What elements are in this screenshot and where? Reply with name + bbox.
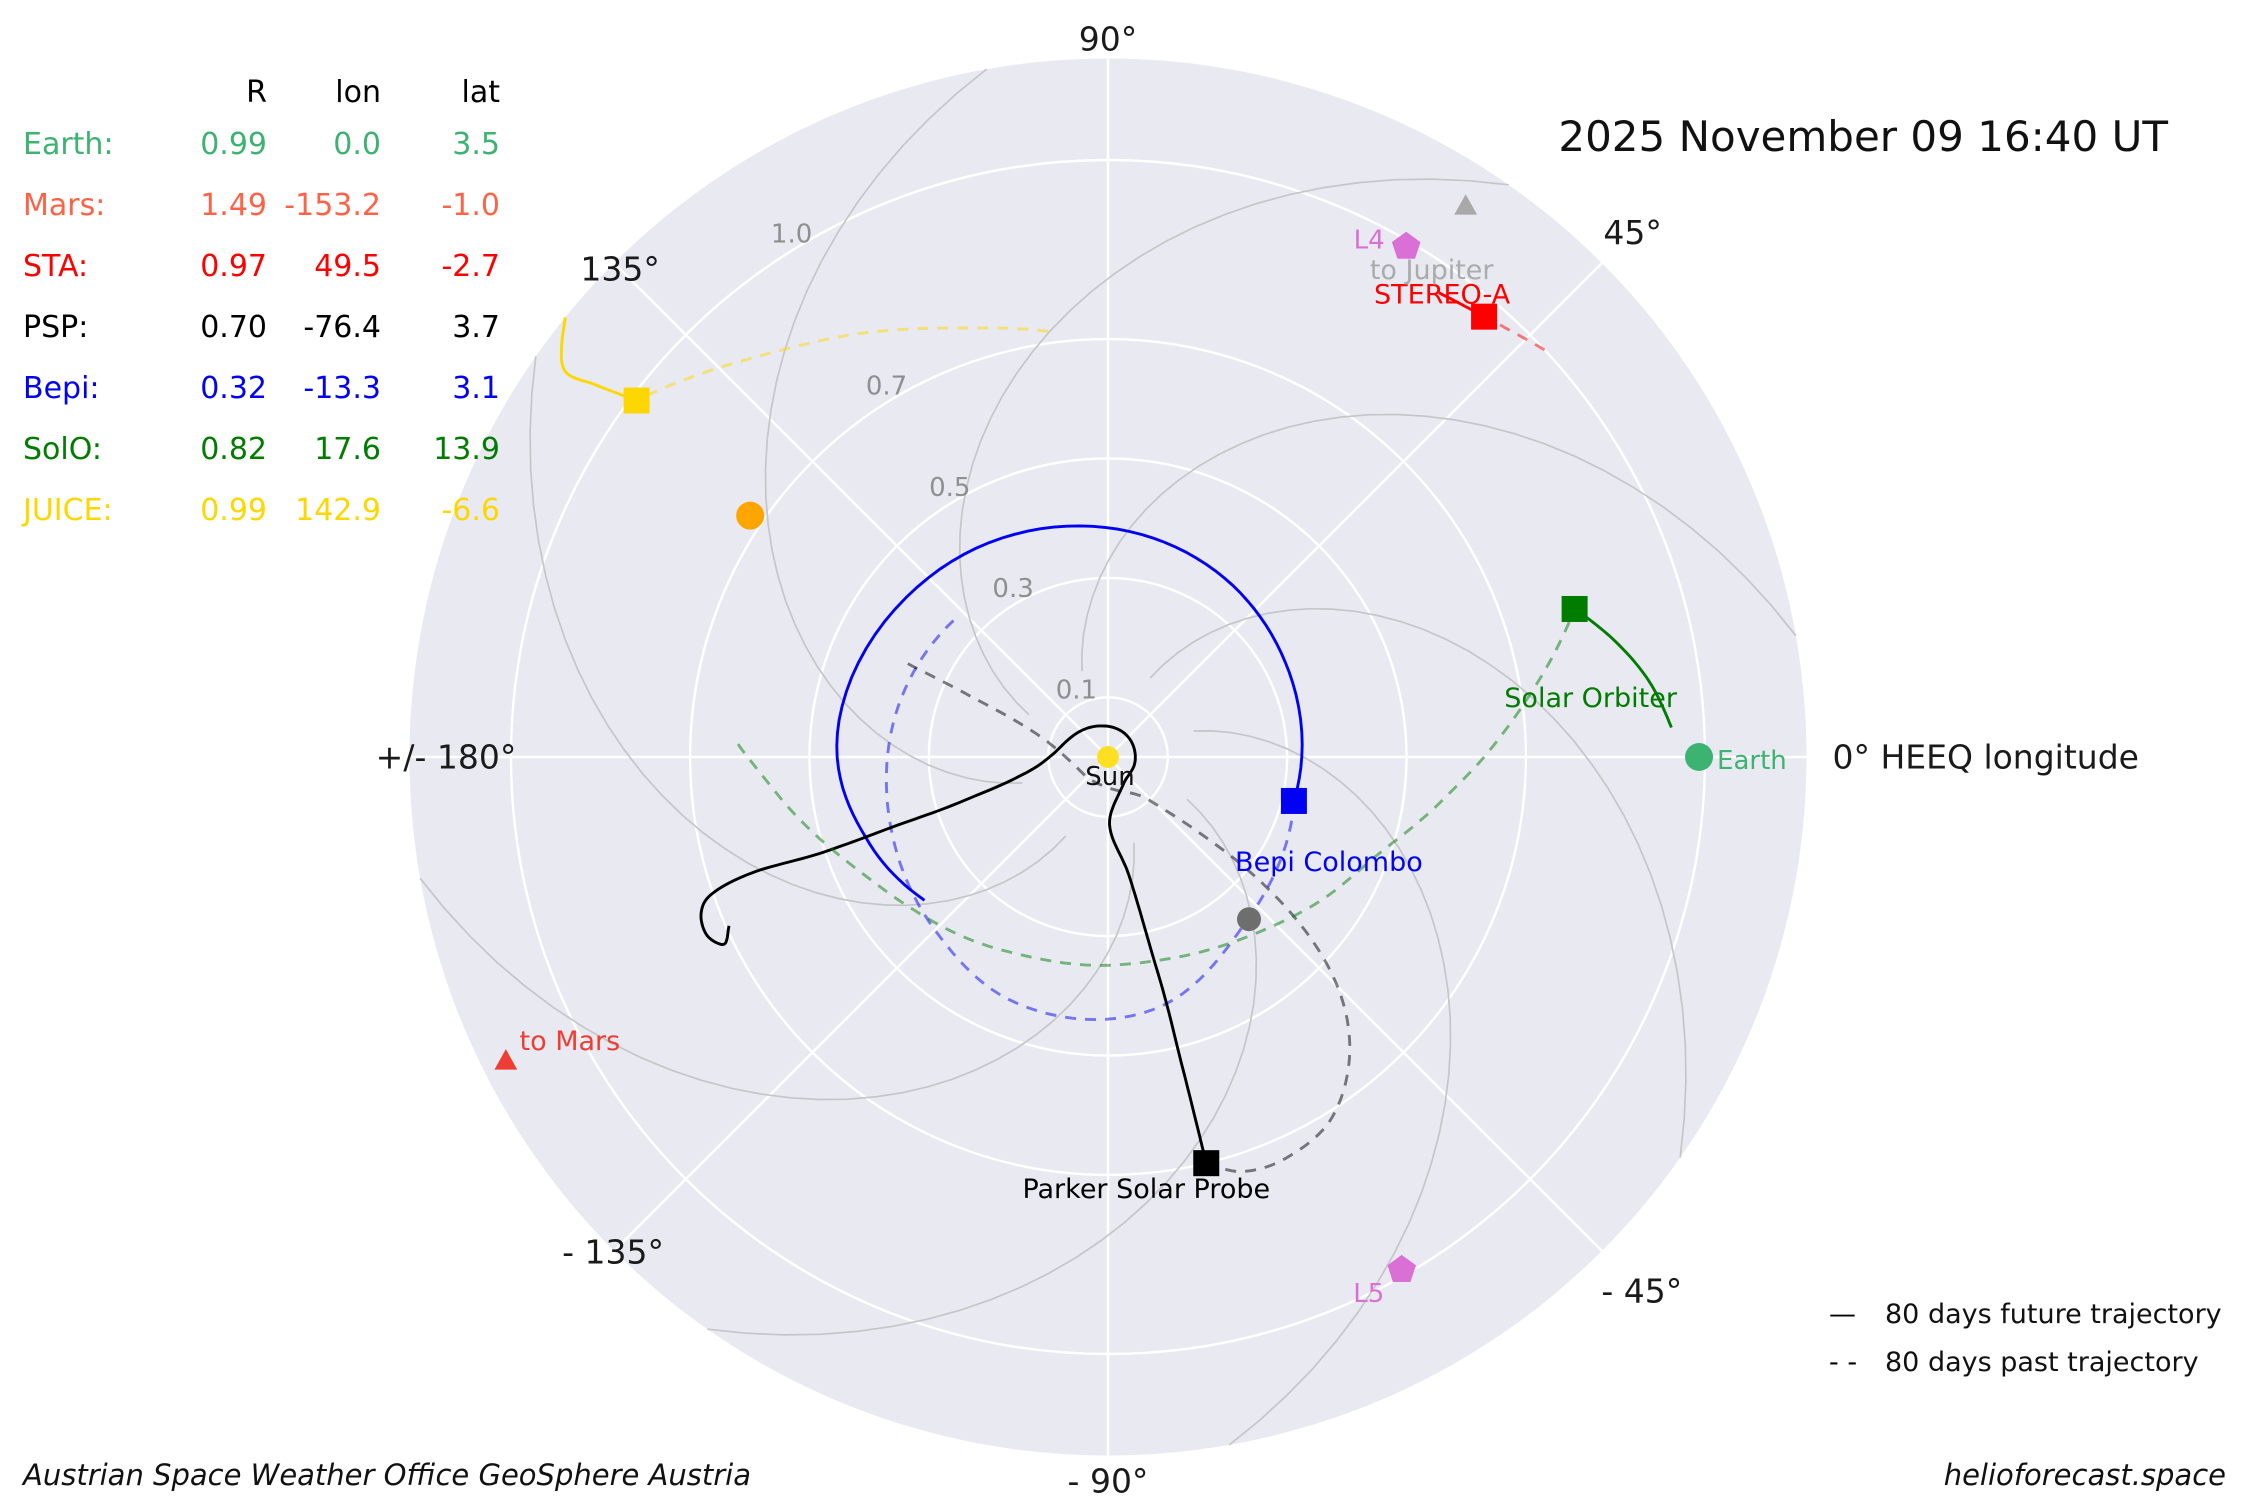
col-header-lat: lat [461, 74, 500, 110]
l5-marker [1387, 1254, 1416, 1282]
psp-future-trajectory [699, 724, 1208, 1164]
l5-label: L5 [1353, 1279, 1384, 1309]
r-tick-0.5: 0.5 [929, 473, 970, 503]
bepi-marker [1280, 787, 1307, 814]
earth-label: Earth [1717, 746, 1787, 776]
l4-marker [1391, 231, 1421, 259]
l4-label: L4 [1354, 226, 1385, 256]
table-body: Earth: 0.99 0.0 3.5 Mars: 1.49 -153.2 -1.0 STA: 0… [23, 114, 500, 541]
ephemeris-table: R lon lat Earth: 0.99 0.0 3.5 Mars: 1.49 -153.… [23, 70, 500, 541]
grid-circle [688, 337, 1528, 1177]
earth-marker [1685, 743, 1714, 771]
venus-marker [736, 501, 765, 530]
mercury-marker [1237, 907, 1262, 932]
parker-spiral [1081, 413, 1797, 672]
timestamp-title: 2025 November 09 16:40 UT [1558, 112, 2168, 161]
sun-label: Sun [1085, 762, 1134, 792]
to-mars-marker [494, 1049, 518, 1070]
future-trajectory-label: 80 days future trajectory [1885, 1298, 2222, 1330]
juice-past-trajectory [635, 326, 1049, 402]
angle-tick-90: 90° [1079, 20, 1138, 59]
future-line-glyph: — [1829, 1298, 1856, 1330]
sta-past-trajectory [1483, 315, 1546, 352]
table-row-solo: SolO: 0.82 17.6 13.9 [23, 432, 500, 467]
juice-marker [623, 387, 650, 414]
angle-tick--45: - 45° [1601, 1271, 1682, 1310]
parker-spiral [1149, 607, 1687, 1158]
to-mars-label: to Mars [520, 1026, 621, 1057]
juice-future-trajectory [559, 317, 638, 402]
parker-spiral [958, 178, 1509, 716]
solo-past-trajectory [736, 608, 1576, 967]
bepi-label: Bepi Colombo [1235, 847, 1423, 878]
credit-institution: Austrian Space Weather Office GeoSphere … [23, 1458, 752, 1492]
solo-marker [1561, 595, 1588, 622]
table-row-juice: JUICE: 0.99 142.9 -6.6 [23, 493, 500, 528]
r-tick-0.3: 0.3 [992, 574, 1033, 604]
to-jupiter-label: to Jupiter [1370, 255, 1495, 286]
table-row-mars: Mars: 1.49 -153.2 -1.0 [23, 188, 500, 223]
psp-label: Parker Solar Probe [1022, 1174, 1270, 1205]
angle-tick-45: 45° [1603, 213, 1662, 252]
to-jupiter-marker [1454, 194, 1478, 215]
stereo-a-label: STEREO-A [1374, 280, 1511, 311]
angle-tick-135: 135° [580, 250, 660, 289]
solo-future-trajectory [1573, 607, 1673, 729]
future-trajectory-legend-item: — 80 days future trajectory [1829, 1290, 2222, 1338]
credit-website: helioforecast.space [1943, 1458, 2226, 1492]
angle-tick--135: - 135° [562, 1232, 664, 1271]
angle-tick-0: 0° HEEQ longitude [1832, 738, 2138, 777]
parker-spiral [529, 356, 1067, 907]
angle-tick--90: - 90° [1068, 1462, 1149, 1500]
col-header-r: R [246, 74, 267, 110]
table-row-bepi: Bepi: 0.32 -13.3 3.1 [23, 371, 500, 406]
grid-circle [808, 457, 1408, 1057]
parker-spiral [419, 842, 1135, 1101]
sun-marker [1097, 746, 1119, 768]
grid-circle [927, 576, 1289, 938]
r-tick-0.1: 0.1 [1056, 675, 1097, 705]
angle-tick-180: +/- 180° [376, 738, 517, 777]
past-trajectory-label: 80 days past trajectory [1885, 1346, 2199, 1378]
psp-past-trajectory [907, 662, 1352, 1173]
r-tick-0.7: 0.7 [866, 372, 907, 402]
past-trajectory-legend-item: - - 80 days past trajectory [1829, 1338, 2222, 1386]
parker-spiral [764, 68, 1023, 784]
past-line-glyph: - - [1829, 1346, 1858, 1378]
table-row-sta: STA: 0.97 49.5 -2.7 [23, 249, 500, 284]
bepi-future-trajectory [835, 524, 1304, 902]
stereo-a-marker [1471, 303, 1498, 330]
parker-spiral [1193, 730, 1452, 1446]
trajectory-legend: — 80 days future trajectory - - 80 days … [1829, 1290, 2222, 1386]
table-row-earth: Earth: 0.99 0.0 3.5 [23, 127, 500, 162]
col-header-lon: lon [335, 74, 381, 110]
table-row-psp: PSP: 0.70 -76.4 3.7 [23, 310, 500, 345]
psp-marker [1193, 1150, 1220, 1177]
table-header-row: R lon lat [23, 70, 500, 114]
solo-label: Solar Orbiter [1504, 683, 1678, 714]
r-tick-1: 1.0 [771, 220, 812, 250]
